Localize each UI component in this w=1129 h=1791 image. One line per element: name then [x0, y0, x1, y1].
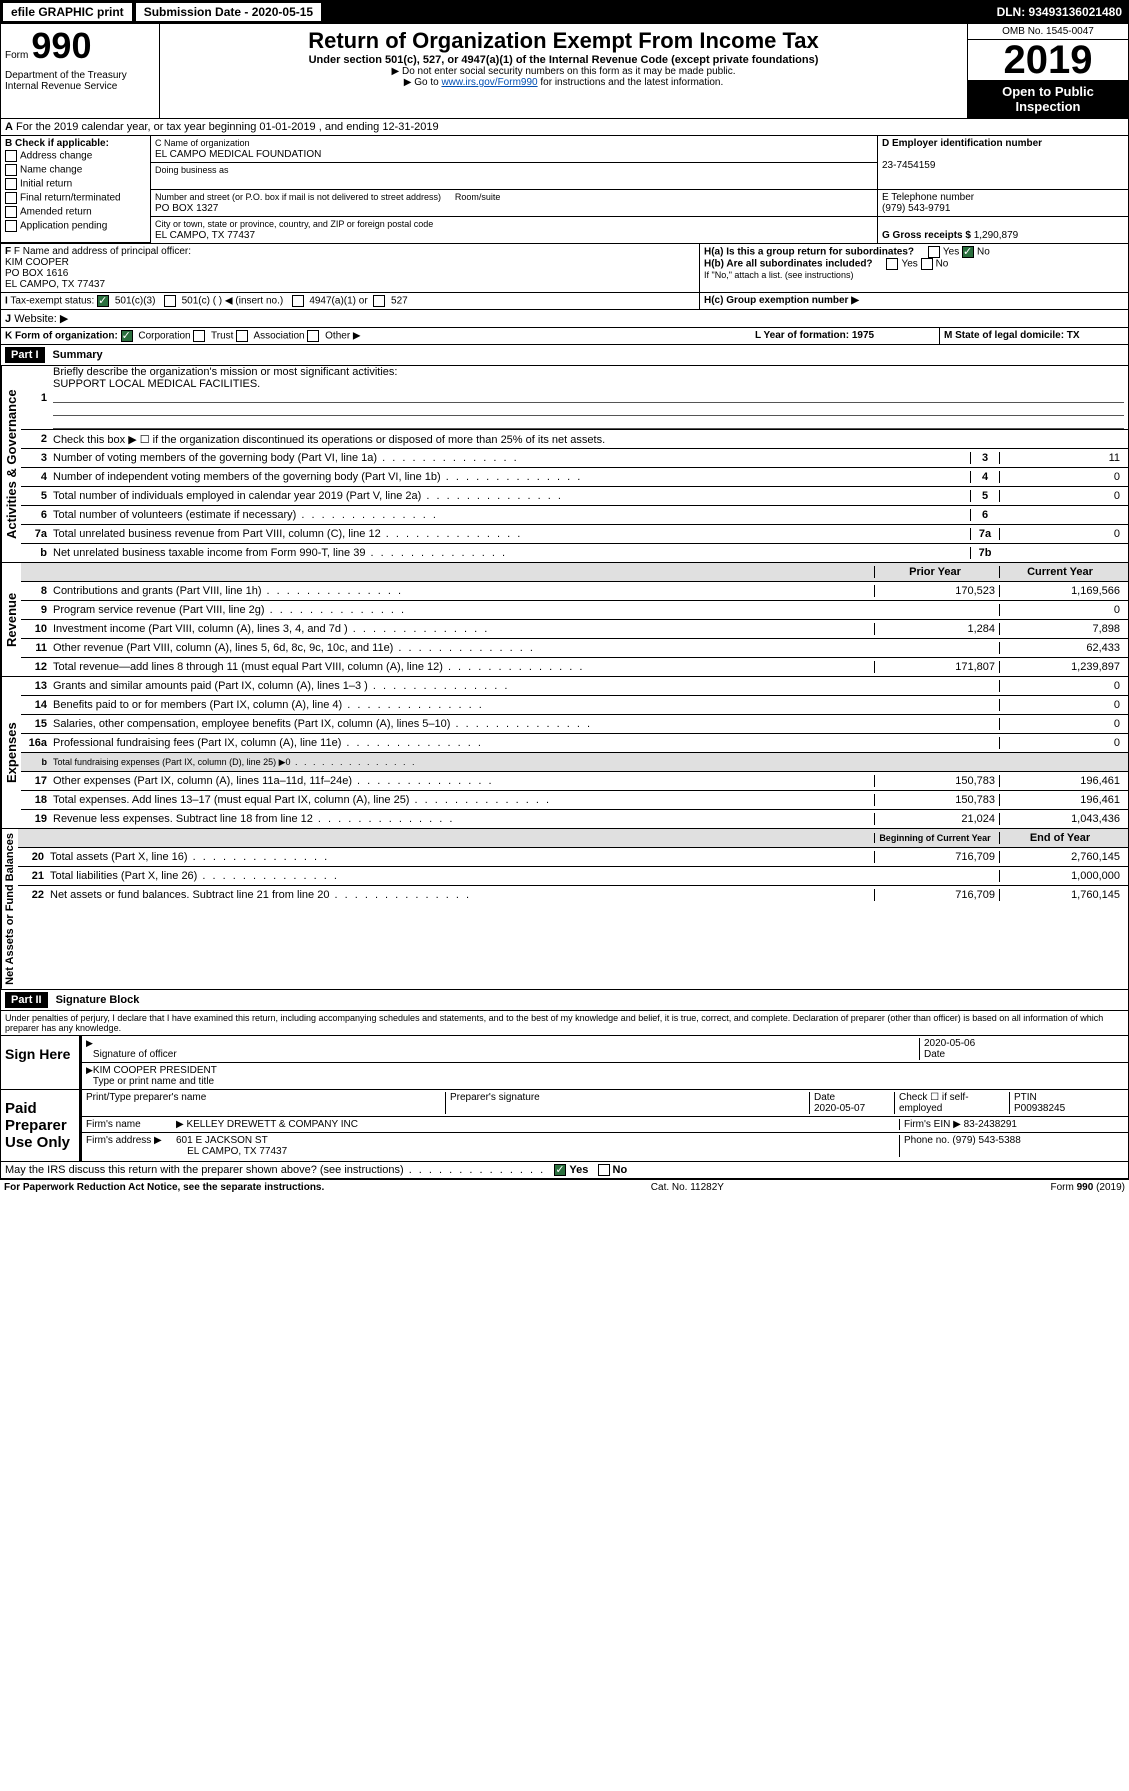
line-16a: 16aProfessional fundraising fees (Part I… — [21, 733, 1128, 752]
subtitle-1: Under section 501(c), 527, or 4947(a)(1)… — [164, 54, 963, 66]
activities-section: Activities & Governance 1Briefly describ… — [0, 366, 1129, 563]
phone-cell: E Telephone number (979) 543-9791 — [878, 190, 1128, 217]
box-b: B Check if applicable: Address change Na… — [1, 136, 151, 243]
jurat: Under penalties of perjury, I declare th… — [0, 1011, 1129, 1036]
tax-year: 2019 — [968, 40, 1128, 80]
line-15: 15Salaries, other compensation, employee… — [21, 714, 1128, 733]
entity-grid: B Check if applicable: Address change Na… — [0, 136, 1129, 244]
line-21: 21Total liabilities (Part X, line 26) 1,… — [18, 866, 1128, 885]
form-header: Form 990 Department of the Treasury Inte… — [0, 24, 1129, 119]
j-row: J Website: ▶ — [0, 310, 1129, 328]
corp-checkbox[interactable] — [121, 330, 133, 342]
expenses-sidelabel: Expenses — [1, 677, 21, 828]
public-inspection: Open to Public Inspection — [968, 80, 1128, 118]
paid-preparer: Paid Preparer Use Only Print/Type prepar… — [0, 1090, 1129, 1162]
line-22: 22Net assets or fund balances. Subtract … — [18, 885, 1128, 904]
activities-sidelabel: Activities & Governance — [1, 366, 21, 562]
line-b: bTotal fundraising expenses (Part IX, co… — [21, 752, 1128, 771]
line-11: 11Other revenue (Part VIII, column (A), … — [21, 638, 1128, 657]
line-6: 6Total number of volunteers (estimate if… — [21, 505, 1128, 524]
net-sidelabel: Net Assets or Fund Balances — [1, 829, 18, 989]
line-20: 20Total assets (Part X, line 16) 716,709… — [18, 847, 1128, 866]
line-13: 13Grants and similar amounts paid (Part … — [21, 677, 1128, 695]
line-10: 10Investment income (Part VIII, column (… — [21, 619, 1128, 638]
line-4: 4Number of independent voting members of… — [21, 467, 1128, 486]
dept-label: Department of the Treasury Internal Reve… — [5, 70, 155, 92]
sign-here: Sign Here Signature of officer 2020-05-0… — [0, 1036, 1129, 1090]
gross-receipts: 1,290,879 — [974, 230, 1019, 241]
fh-row: F F Name and address of principal office… — [0, 244, 1129, 293]
address-cell: Number and street (or P.O. box if mail i… — [151, 190, 878, 217]
subtitle-3: ▶ Go to www.irs.gov/Form990 for instruct… — [164, 77, 963, 88]
line-14: 14Benefits paid to or for members (Part … — [21, 695, 1128, 714]
dln-label: DLN: 93493136021480 — [991, 3, 1128, 21]
line-9: 9Program service revenue (Part VIII, lin… — [21, 600, 1128, 619]
revenue-sidelabel: Revenue — [1, 563, 21, 676]
ha-no-checkbox[interactable] — [962, 246, 974, 258]
gross-cell: G Gross receipts $ 1,290,879 — [878, 217, 1128, 243]
line-5: 5Total number of individuals employed in… — [21, 486, 1128, 505]
subtitle-2: ▶ Do not enter social security numbers o… — [164, 66, 963, 77]
ein-value: 23-7454159 — [882, 160, 935, 171]
submission-date-button[interactable]: Submission Date - 2020-05-15 — [135, 2, 322, 22]
line-12: 12Total revenue—add lines 8 through 11 (… — [21, 657, 1128, 676]
dba-cell: Doing business as — [151, 163, 878, 190]
line-19: 19Revenue less expenses. Subtract line 1… — [21, 809, 1128, 828]
discuss-yes-checkbox[interactable] — [554, 1164, 566, 1176]
line-3: 3Number of voting members of the governi… — [21, 448, 1128, 467]
instructions-link[interactable]: www.irs.gov/Form990 — [441, 77, 537, 88]
city-cell: City or town, state or province, country… — [151, 217, 878, 243]
page-title: Return of Organization Exempt From Incom… — [164, 28, 963, 54]
line-18: 18Total expenses. Add lines 13–17 (must … — [21, 790, 1128, 809]
line-17: 17Other expenses (Part IX, column (A), l… — [21, 771, 1128, 790]
org-name: EL CAMPO MEDICAL FOUNDATION — [155, 149, 321, 160]
line-8: 8Contributions and grants (Part VIII, li… — [21, 581, 1128, 600]
phone-value: (979) 543-9791 — [882, 203, 950, 214]
form-number: 990 — [31, 25, 91, 66]
ein-cell: D Employer identification number 23-7454… — [878, 136, 1128, 190]
form-prefix: Form — [5, 50, 28, 61]
page-footer: For Paperwork Reduction Act Notice, see … — [0, 1179, 1129, 1195]
org-name-cell: C Name of organization EL CAMPO MEDICAL … — [151, 136, 878, 163]
top-bar: efile GRAPHIC print Submission Date - 20… — [0, 0, 1129, 24]
part1-header: Part ISummary — [0, 345, 1129, 366]
efile-print-button[interactable]: efile GRAPHIC print — [2, 2, 133, 22]
line-b: bNet unrelated business taxable income f… — [21, 543, 1128, 562]
revenue-section: Revenue Prior Year Current Year 8Contrib… — [0, 563, 1129, 677]
net-section: Net Assets or Fund Balances Beginning of… — [0, 829, 1129, 990]
i-row: I Tax-exempt status: 501(c)(3) 501(c) ( … — [0, 293, 1129, 310]
discuss-row: May the IRS discuss this return with the… — [0, 1162, 1129, 1179]
tax-period-row: A For the 2019 calendar year, or tax yea… — [0, 119, 1129, 136]
part2-header: Part IISignature Block — [0, 990, 1129, 1011]
k-row: K Form of organization: Corporation Trus… — [0, 328, 1129, 345]
501c3-checkbox[interactable] — [97, 295, 109, 307]
expenses-section: Expenses 13Grants and similar amounts pa… — [0, 677, 1129, 829]
line-7a: 7aTotal unrelated business revenue from … — [21, 524, 1128, 543]
